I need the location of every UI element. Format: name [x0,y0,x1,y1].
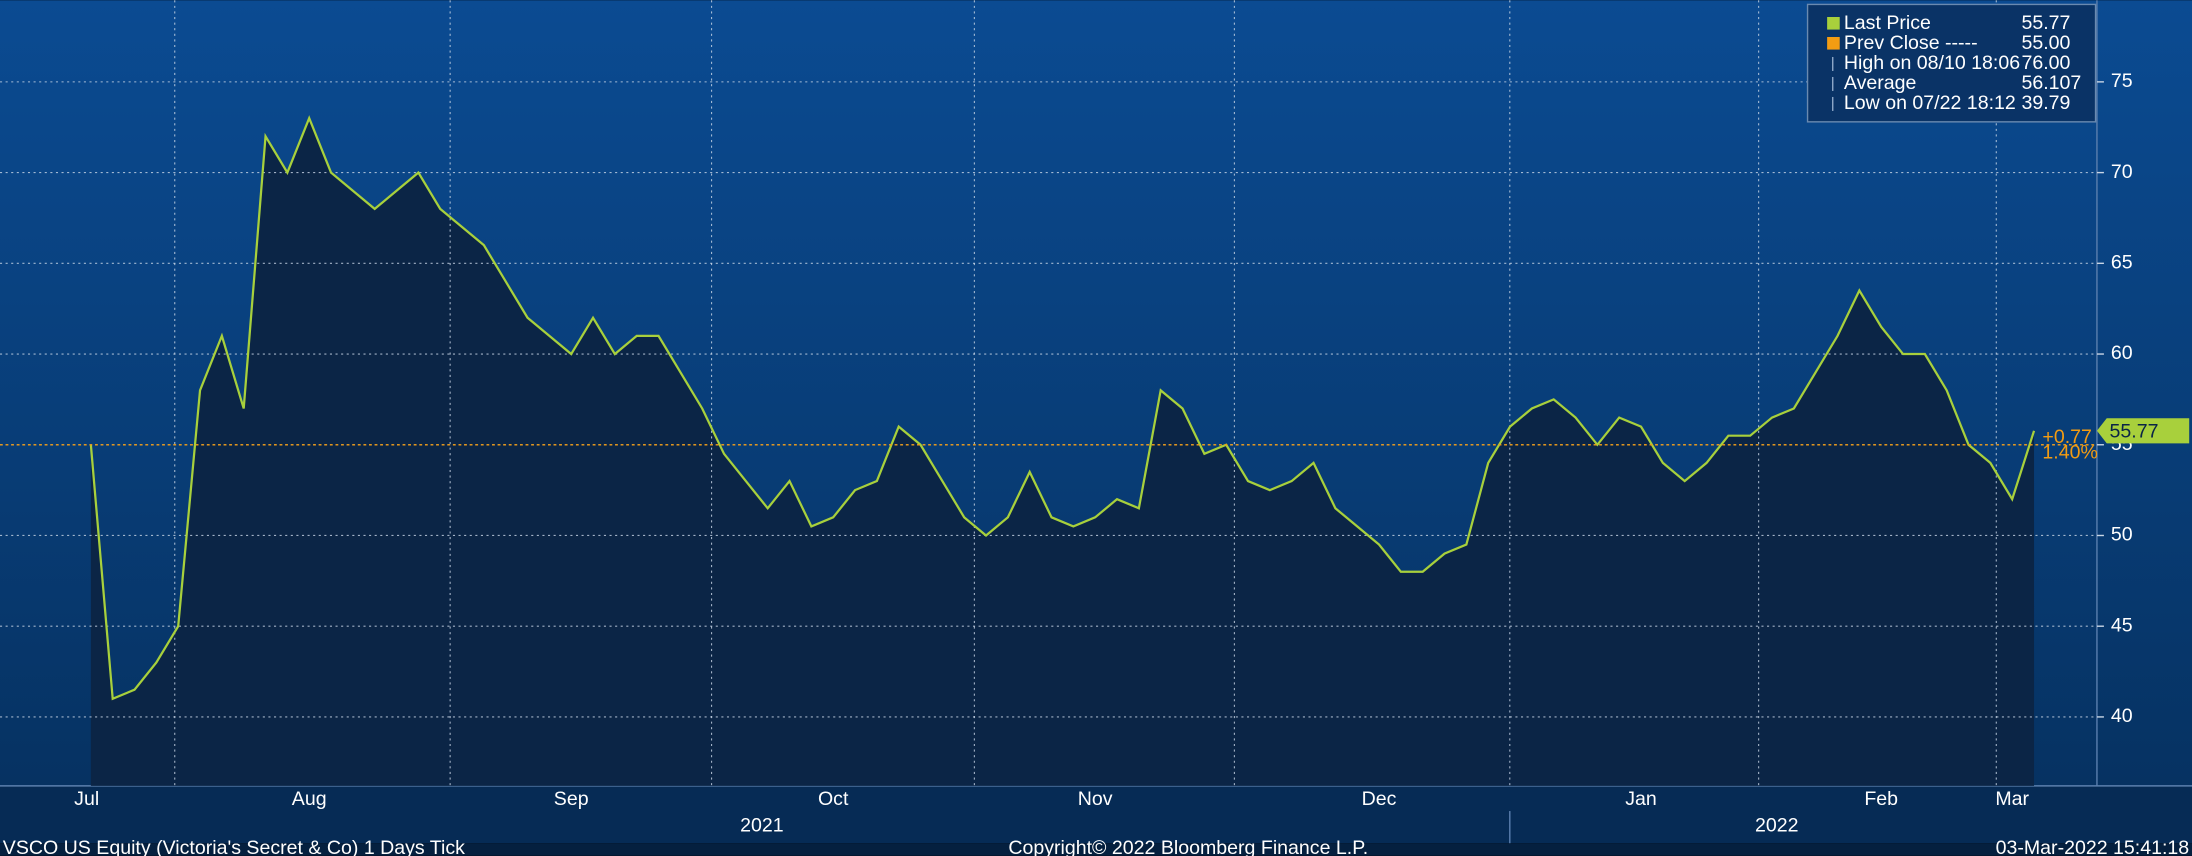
legend-value: 39.79 [2021,92,2070,114]
x-tick-label: Sep [554,788,589,810]
year-label: 2022 [1755,815,1799,837]
legend-swatch [1827,36,1840,50]
footer-left: VSCO US Equity (Victoria's Secret & Co) … [3,837,465,856]
y-tick-label: 75 [2111,70,2133,92]
x-axis-band [0,785,2192,844]
x-tick-label: Nov [1078,788,1113,810]
footer-right: 03-Mar-2022 15:41:18 [1996,837,2190,856]
legend-name: Low on 07/22 18:12 [1844,92,2016,114]
year-label: 2021 [740,815,784,837]
y-tick-label: 45 [2111,614,2133,636]
y-tick-label: 70 [2111,161,2133,183]
legend-value: 55.77 [2021,12,2070,34]
legend-box [1806,3,2097,123]
x-tick-label: Dec [1362,788,1397,810]
y-tick-label: 60 [2111,342,2133,364]
legend-swatch [1827,17,1840,30]
footer-center: Copyright© 2022 Bloomberg Finance L.P. [1008,837,1368,856]
legend-name: Prev Close ----- [1844,32,1978,54]
x-tick-label: Oct [818,788,849,810]
x-tick-label: Feb [1864,788,1898,810]
price-line [89,115,2036,701]
legend-name: Average [1844,72,1917,94]
legend-value: 55.00 [2021,32,2070,54]
x-tick-label: Aug [292,788,327,810]
x-tick-label: Jul [74,788,99,810]
legend-name: Last Price [1844,12,1931,34]
y-tick-label: 50 [2111,524,2133,546]
y-tick-label: 40 [2111,705,2133,727]
last-price-label: 55.77 [2110,420,2159,442]
last-price-tag [2096,418,2190,444]
y-tick-label: 65 [2111,251,2133,273]
change-label: +0.77 [2042,426,2092,448]
x-tick-label: Jan [1625,788,1657,810]
x-tick-label: Mar [1995,788,2029,810]
legend-value: 76.00 [2021,52,2070,74]
legend-name: High on 08/10 18:06 [1844,52,2020,74]
footer-band [0,843,2192,856]
price-area [90,118,2035,786]
change-label: 1.40% [2042,441,2097,463]
legend-value: 56.107 [2021,72,2081,94]
